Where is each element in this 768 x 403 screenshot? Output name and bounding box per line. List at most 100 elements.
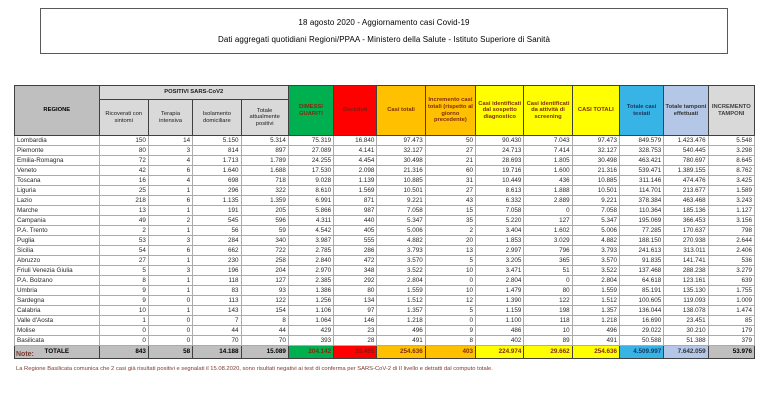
cell-casi_totali: 1.559 (376, 285, 426, 296)
cell-incremento_casi_totali: 43 (424, 195, 477, 206)
region-name: Marche (14, 205, 100, 216)
cell-incremento_tamponi: 5.548 (707, 135, 756, 146)
cell-deceduti: 440 (333, 215, 378, 226)
cell-ricoverati_con_sintomi: 10 (98, 305, 149, 316)
cell-casi_sospetto_diagnostico: 486 (475, 325, 525, 336)
cell-totale_tamponi: 540.445 (663, 145, 709, 156)
cell-casi_sospetto_diagnostico: 8.613 (475, 185, 525, 196)
cell-totale_casi_testati: 241.613 (618, 245, 665, 256)
cell-casi_totali_2: 3.570 (571, 255, 620, 266)
cell-ricoverati_con_sintomi: 9 (98, 295, 149, 306)
cell-terapia_intensiva: 0 (147, 295, 194, 306)
cell-casi_totali_2: 1.512 (571, 295, 620, 306)
cell-totale_tamponi: 141.741 (663, 255, 709, 266)
cell-casi_sospetto_diagnostico: 1.100 (475, 315, 525, 326)
cell-casi_sospetto_diagnostico: 2.997 (475, 245, 525, 256)
cell-isolamento_domiciliare: 44 (192, 325, 242, 336)
cell-incremento_casi_totali: 60 (424, 165, 477, 176)
cell-casi_sospetto_diagnostico: 5.220 (475, 215, 525, 226)
cell-totale_casi_testati: 77.285 (618, 225, 665, 236)
cell-incremento_tamponi: 1.755 (707, 285, 756, 296)
note-label: Note: (16, 351, 34, 358)
table-row: Umbria 9 1 83 93 1.386 80 1.559 10 1.479 80 1.559 85… (14, 285, 756, 296)
cell-isolamento_domiciliare: 814 (192, 145, 242, 156)
cell-incremento_casi_totali: 9 (424, 325, 477, 336)
cell-terapia_intensiva: 1 (147, 275, 194, 286)
totale-row: TOTALE 843 58 14.188 15.089 204.142 35.4… (14, 345, 756, 359)
cell-casi_totali: 30.498 (376, 155, 426, 166)
cell-dimessi_guariti: 6.991 (287, 195, 335, 206)
cell-totale_casi_testati: 64.618 (618, 275, 665, 286)
region-name: Sardegna (14, 295, 100, 306)
cell-deceduti: 16.840 (333, 135, 378, 146)
cell-incremento_casi_totali: 8 (424, 335, 477, 346)
cell-terapia_intensiva: 1 (147, 305, 194, 316)
cell-incremento_tamponi: 3.243 (707, 195, 756, 206)
totale-isolamento: 14.188 (192, 345, 242, 359)
cell-totale_attualmente_positivi: 122 (240, 295, 289, 306)
region-name: Basilicata (14, 335, 100, 346)
header-totale-attualmente-positivi: Totale attualmente positivi (240, 99, 289, 136)
cell-incremento_casi_totali: 13 (424, 245, 477, 256)
cell-casi_sospetto_diagnostico: 6.332 (475, 195, 525, 206)
cell-terapia_intensiva: 6 (147, 245, 194, 256)
region-name: Liguria (14, 185, 100, 196)
cell-totale_tamponi: 23.451 (663, 315, 709, 326)
cell-incremento_tamponi: 1.009 (707, 295, 756, 306)
cell-totale_casi_testati: 29.022 (618, 325, 665, 336)
cell-ricoverati_con_sintomi: 0 (98, 325, 149, 336)
cell-deceduti: 146 (333, 315, 378, 326)
cell-casi_totali_2: 2.804 (571, 275, 620, 286)
cell-isolamento_domiciliare: 1.713 (192, 155, 242, 166)
cell-isolamento_domiciliare: 230 (192, 255, 242, 266)
cell-terapia_intensiva: 0 (147, 325, 194, 336)
cell-casi_totali_2: 3.793 (571, 245, 620, 256)
cell-deceduti: 292 (333, 275, 378, 286)
region-name: Veneto (14, 165, 100, 176)
cell-isolamento_domiciliare: 118 (192, 275, 242, 286)
cell-totale_attualmente_positivi: 70 (240, 335, 289, 346)
table-row: Lombardia 150 14 5.150 5.314 75.319 16.840 97.4… (14, 135, 756, 146)
cell-terapia_intensiva: 0 (147, 335, 194, 346)
cell-ricoverati_con_sintomi: 27 (98, 255, 149, 266)
cell-incremento_tamponi: 3.279 (707, 265, 756, 276)
cell-deceduti: 28 (333, 335, 378, 346)
cell-casi_totali: 1.218 (376, 315, 426, 326)
cell-casi_totali: 5.006 (376, 225, 426, 236)
table-row: Toscana 16 4 698 718 9.028 1.139 10.885 31 10.449… (14, 175, 756, 186)
table-row: Calabria 10 1 143 154 1.106 97 1.357 5 1.159 198 1.… (14, 305, 756, 316)
cell-casi_sospetto_diagnostico: 1.159 (475, 305, 525, 316)
cell-ricoverati_con_sintomi: 80 (98, 145, 149, 156)
cell-isolamento_domiciliare: 56 (192, 225, 242, 236)
table-row: Campania 49 2 545 596 4.311 440 5.347 35 5.220 127… (14, 215, 756, 226)
cell-dimessi_guariti: 2.385 (287, 275, 335, 286)
cell-ricoverati_con_sintomi: 0 (98, 335, 149, 346)
cell-deceduti: 2.098 (333, 165, 378, 176)
cell-casi_sospetto_diagnostico: 10.449 (475, 175, 525, 186)
table-row: Abruzzo 27 1 230 258 2.840 472 3.570 5 3.205 365 3.… (14, 255, 756, 266)
cell-incremento_casi_totali: 10 (424, 285, 477, 296)
cell-totale_casi_testati: 188.150 (618, 235, 665, 246)
cell-casi_screening: 7.414 (523, 145, 573, 156)
cell-casi_totali: 496 (376, 325, 426, 336)
header-totale-casi-testati: Totale casi testati (618, 85, 665, 136)
cell-totale_tamponi: 119.093 (663, 295, 709, 306)
cell-incremento_casi_totali: 31 (424, 175, 477, 186)
covid-data-table: REGIONE POSITIVI SARS-CoV2 DIMESSI GUARI… (14, 85, 756, 359)
cell-incremento_casi_totali: 27 (424, 185, 477, 196)
table-row: Marche 13 1 191 205 5.866 987 7.058 15 7.058 0 7.05… (14, 205, 756, 216)
cell-totale_attualmente_positivi: 93 (240, 285, 289, 296)
cell-dimessi_guariti: 24.255 (287, 155, 335, 166)
cell-deceduti: 97 (333, 305, 378, 316)
cell-dimessi_guariti: 393 (287, 335, 335, 346)
header-casi-totali-2: CASI TOTALI (571, 85, 620, 136)
cell-totale_attualmente_positivi: 1.688 (240, 165, 289, 176)
cell-incremento_tamponi: 3.156 (707, 215, 756, 226)
cell-totale_attualmente_positivi: 204 (240, 265, 289, 276)
cell-totale_attualmente_positivi: 5.314 (240, 135, 289, 146)
cell-dimessi_guariti: 429 (287, 325, 335, 336)
note-text: La Regione Basilicata comunica che 2 cas… (16, 366, 493, 372)
cell-casi_sospetto_diagnostico: 1.853 (475, 235, 525, 246)
region-name: Molise (14, 325, 100, 336)
cell-ricoverati_con_sintomi: 25 (98, 185, 149, 196)
